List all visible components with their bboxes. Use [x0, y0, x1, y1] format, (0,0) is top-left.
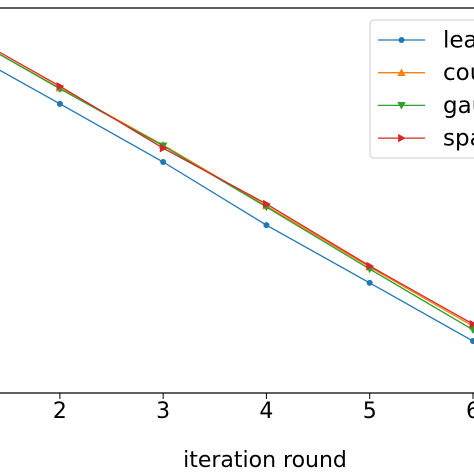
series-line — [0, 69, 474, 342]
point — [263, 199, 271, 209]
point — [469, 338, 474, 345]
legend-marker — [398, 37, 405, 43]
legend-label: spa — [443, 126, 474, 152]
legend-marker — [397, 68, 406, 77]
point — [160, 159, 167, 165]
point — [366, 279, 373, 286]
x-tick-label: 4 — [259, 399, 273, 424]
legend-box — [369, 19, 474, 159]
legend-label: gau — [443, 93, 474, 119]
x-tick-label: 2 — [53, 399, 67, 424]
point — [159, 143, 168, 153]
x-tick-label: 3 — [156, 399, 170, 424]
point — [263, 222, 270, 229]
legend-marker — [398, 133, 406, 143]
legend-label: cou — [443, 60, 474, 86]
point — [56, 81, 65, 91]
legend-label: lea — [443, 28, 474, 54]
x-axis-label: iteration round — [183, 448, 347, 473]
plot-area — [0, 51, 474, 345]
legend-marker — [397, 102, 406, 110]
x-tick-label: 5 — [363, 399, 377, 424]
point — [468, 326, 474, 335]
legend: lea cou gau spa — [369, 19, 474, 159]
point — [56, 100, 63, 107]
series-line — [0, 51, 474, 325]
point — [366, 261, 374, 271]
point — [469, 319, 474, 329]
x-tick-label: 6 — [466, 399, 474, 424]
